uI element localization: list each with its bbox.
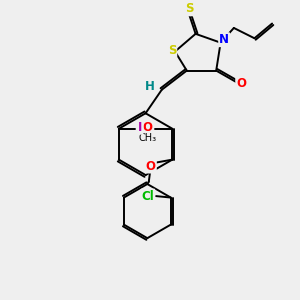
Text: S: S (185, 2, 194, 15)
Text: H: H (145, 80, 155, 93)
Text: Cl: Cl (142, 190, 154, 202)
Text: O: O (142, 121, 152, 134)
Text: N: N (219, 33, 229, 46)
Text: I: I (138, 121, 142, 134)
Text: O: O (236, 77, 246, 90)
Text: S: S (168, 44, 176, 56)
Text: CH₃: CH₃ (138, 133, 156, 142)
Text: O: O (146, 160, 156, 172)
